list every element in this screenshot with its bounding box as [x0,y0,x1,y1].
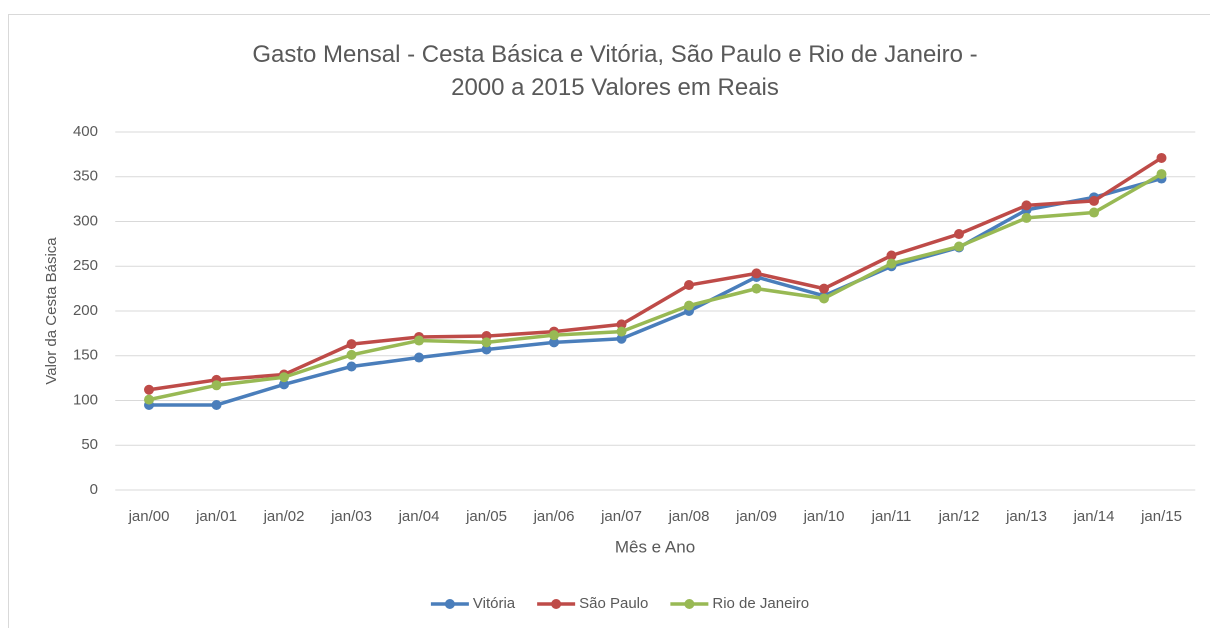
y-axis-title: Valor da Cesta Básica [43,237,60,385]
chart-frame [8,14,1210,628]
series-marker [819,293,829,304]
series-marker [346,349,357,360]
series-marker [144,394,154,405]
series-marker [616,319,627,330]
x-tick-label: jan/11 [871,508,912,525]
x-tick-label: jan/12 [938,508,980,525]
series-marker [279,372,289,383]
y-tick-label: 0 [90,481,98,498]
series-marker [211,380,222,391]
x-tick-label: jan/09 [735,508,777,525]
x-tick-label: jan/03 [330,508,372,525]
series-marker [279,379,289,390]
series-marker [481,344,492,355]
y-tick-label: 350 [73,168,98,185]
series-marker [886,258,897,269]
x-tick-label: jan/08 [668,508,710,525]
chart-title: Gasto Mensal - Cesta Básica e Vitória, S… [252,41,978,101]
series-line [149,176,1162,407]
series-marker [1156,169,1167,180]
y-tick-label: 300 [73,212,98,229]
legend-label: Vitória [473,595,516,612]
series-line [148,172,1163,402]
series-marker [211,399,222,410]
legend-marker [551,599,562,609]
y-tick-label: 250 [73,257,98,274]
x-tick-label: jan/10 [803,508,845,525]
legend-label: São Paulo [579,595,648,612]
y-tick-label: 150 [73,347,98,364]
series-marker [1156,152,1167,163]
series-marker [616,326,627,337]
series-marker [481,337,492,348]
x-tick-label: jan/13 [1005,508,1047,525]
series-marker [1021,212,1032,223]
series-marker [1089,195,1099,206]
series-marker [616,333,627,344]
legend-marker [684,599,695,609]
x-tick-label: jan/01 [195,508,237,525]
series-marker [144,384,154,395]
series-marker [684,300,694,311]
series-marker [414,352,424,363]
series-marker [414,335,424,346]
series-marker [1021,200,1032,211]
legend-marker [444,599,455,609]
series-line [148,156,1163,392]
x-tick-label: jan/14 [1073,508,1115,525]
x-tick-label: jan/04 [398,508,440,525]
x-tick-label: jan/00 [128,508,170,525]
series-marker [346,361,357,372]
series-marker [549,337,559,348]
y-tick-label: 50 [81,436,98,453]
y-tick-label: 100 [73,391,98,408]
legend-label: Rio de Janeiro [712,595,809,612]
series-marker [751,268,762,279]
series-marker [886,250,897,261]
x-tick-label: jan/15 [1140,508,1182,525]
x-tick-label: jan/06 [533,508,575,525]
series-marker [549,330,559,341]
series-marker [751,283,762,294]
y-tick-label: 200 [73,302,98,319]
x-tick-label: jan/05 [465,508,507,525]
x-axis-title: Mês e Ano [615,537,695,556]
series-marker [684,280,694,291]
x-tick-label: jan/07 [600,508,642,525]
series-marker [346,339,357,350]
series-marker [819,283,829,294]
y-tick-label: 400 [73,123,98,140]
series-marker [954,229,964,240]
series-marker [1089,207,1099,218]
series-marker [954,241,964,252]
x-tick-label: jan/02 [263,508,305,525]
